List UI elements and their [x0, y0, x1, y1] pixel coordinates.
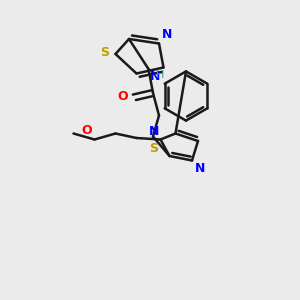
Text: O: O	[82, 124, 92, 136]
Text: H: H	[156, 70, 164, 80]
Text: O: O	[118, 90, 128, 103]
Text: N: N	[150, 70, 160, 83]
Text: N: N	[148, 125, 159, 138]
Text: S: S	[100, 46, 109, 59]
Text: S: S	[149, 142, 158, 155]
Text: N: N	[162, 28, 172, 40]
Text: N: N	[195, 162, 206, 175]
